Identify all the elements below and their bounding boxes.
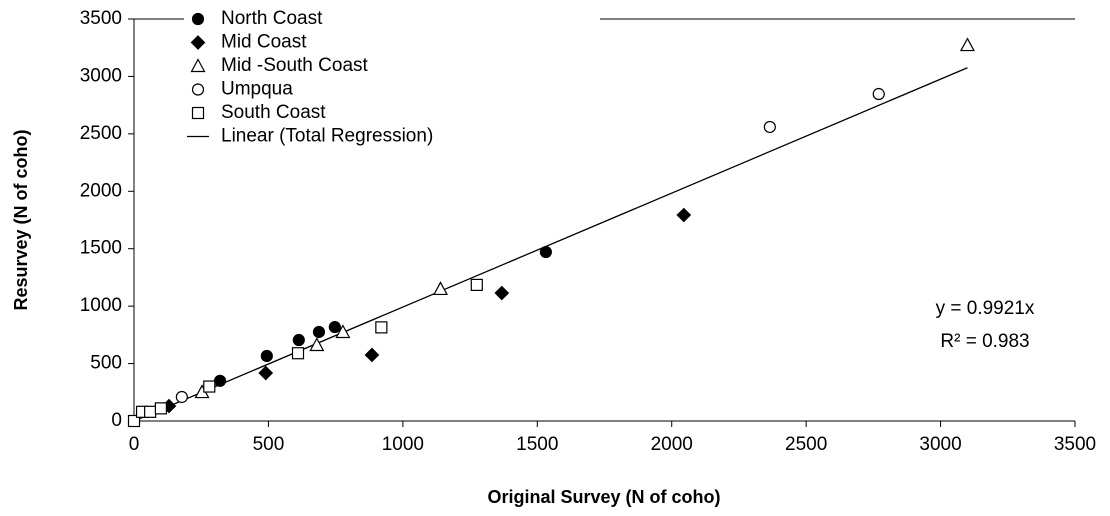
point	[335, 324, 351, 339]
point	[213, 374, 227, 387]
point	[309, 337, 325, 352]
legend-label: North Coast	[221, 8, 323, 29]
y-tick-label: 1500	[80, 238, 122, 259]
legend-label: Umpqua	[221, 79, 293, 100]
legend-label: Mid Coast	[221, 32, 307, 53]
y-tick-label: 0	[111, 410, 122, 431]
legend-marker	[191, 106, 205, 120]
point	[470, 278, 483, 291]
y-axis-title: Resurvey (N of coho)	[11, 129, 31, 310]
y-tick-label: 3500	[80, 8, 122, 29]
point	[959, 37, 975, 52]
point	[364, 347, 380, 363]
y-tick-label: 2000	[80, 180, 122, 201]
legend-label: Linear (Total Regression)	[221, 126, 433, 147]
x-tick-label: 1500	[516, 434, 558, 455]
point	[763, 120, 776, 134]
legend-marker	[190, 35, 206, 50]
legend-label: Mid -South Coast	[221, 55, 369, 76]
legend-marker	[191, 12, 205, 26]
point	[432, 281, 449, 296]
annotation: y = 0.9921x	[936, 298, 1035, 319]
x-axis-title: Original Survey (N of coho)	[487, 487, 720, 507]
annotation: R² = 0.983	[940, 331, 1029, 352]
point	[127, 414, 141, 428]
trendline	[133, 67, 968, 422]
x-tick-label: 3500	[1054, 434, 1096, 455]
point	[676, 207, 692, 223]
x-tick-label: 500	[253, 434, 285, 455]
point	[494, 285, 510, 301]
x-tick-label: 2000	[651, 434, 693, 455]
point	[539, 245, 552, 259]
x-tick-label: 1000	[382, 434, 424, 455]
x-tick-label: 3000	[919, 434, 961, 455]
x-tick-label: 0	[129, 434, 140, 455]
y-tick-label: 2500	[80, 123, 122, 144]
point	[292, 333, 305, 347]
point	[375, 321, 388, 334]
legend-label: South Coast	[221, 102, 326, 123]
x-tick-label: 2500	[785, 434, 827, 455]
point	[328, 320, 341, 334]
point	[872, 87, 885, 101]
point	[312, 325, 326, 339]
point	[144, 405, 157, 418]
y-tick-label: 1000	[80, 295, 122, 316]
point	[291, 347, 305, 360]
legend-marker	[190, 58, 206, 73]
point	[260, 349, 273, 363]
legend-marker	[191, 83, 205, 96]
point	[203, 380, 216, 393]
legend-box	[184, 4, 600, 182]
point	[258, 365, 274, 381]
point	[175, 390, 188, 404]
point	[154, 402, 167, 415]
y-tick-label: 500	[90, 353, 122, 374]
y-tick-label: 3000	[80, 65, 122, 86]
